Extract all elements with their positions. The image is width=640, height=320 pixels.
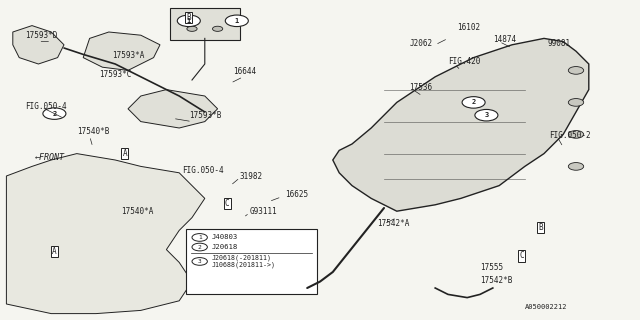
Text: FIG.420: FIG.420 [448,57,481,66]
Circle shape [177,15,200,27]
Circle shape [462,97,485,108]
PathPatch shape [13,26,64,64]
Text: 1: 1 [198,235,202,240]
Text: 17536: 17536 [410,83,433,92]
Text: C: C [225,199,230,208]
FancyBboxPatch shape [170,8,240,40]
Text: 17593*D: 17593*D [26,31,58,40]
Text: 17593*B: 17593*B [189,111,221,120]
Text: 17542*B: 17542*B [480,276,513,285]
FancyBboxPatch shape [186,229,317,294]
Circle shape [225,15,248,27]
Text: 1: 1 [235,18,239,24]
Text: A050002212: A050002212 [525,304,567,310]
Circle shape [475,109,498,121]
PathPatch shape [83,32,160,70]
Text: 16644: 16644 [234,67,257,76]
Text: 17542*A: 17542*A [378,219,410,228]
Text: 17555: 17555 [480,263,503,272]
Text: J10688(201811->): J10688(201811->) [211,261,275,268]
Text: FIG.050-4: FIG.050-4 [26,102,67,111]
Text: ←FRONT: ←FRONT [35,153,65,162]
Text: J2062: J2062 [410,39,433,48]
Text: B: B [538,223,543,232]
Circle shape [568,67,584,74]
Text: J40803: J40803 [211,235,237,240]
Text: 14874: 14874 [493,35,516,44]
Text: 17540*B: 17540*B [77,127,109,136]
Circle shape [43,108,66,119]
Text: 99081: 99081 [547,39,570,48]
Text: 16625: 16625 [285,190,308,199]
Text: FIG.050-4: FIG.050-4 [182,166,224,175]
Circle shape [568,131,584,138]
Text: 16102: 16102 [458,23,481,32]
PathPatch shape [333,38,589,211]
Circle shape [187,26,197,31]
Text: J20618(-201811): J20618(-201811) [211,255,271,261]
Text: 2: 2 [472,100,476,105]
Text: A: A [122,149,127,158]
Circle shape [568,99,584,106]
Text: G93111: G93111 [250,207,277,216]
Text: 2: 2 [198,244,202,250]
Text: 17540*A: 17540*A [122,207,154,216]
Circle shape [192,243,207,251]
Text: 2: 2 [52,111,56,116]
Circle shape [568,163,584,170]
Text: 3: 3 [198,259,202,264]
Text: B: B [186,13,191,22]
Text: FIG.050-2: FIG.050-2 [549,131,591,140]
Text: 17593*C: 17593*C [99,70,132,79]
Circle shape [212,26,223,31]
Text: 1: 1 [187,18,191,24]
Text: 31982: 31982 [240,172,263,181]
PathPatch shape [128,90,218,128]
Text: 3: 3 [484,112,488,118]
Text: J20618: J20618 [211,244,237,250]
Text: A: A [52,247,57,256]
Circle shape [192,234,207,241]
PathPatch shape [6,154,205,314]
Text: C: C [519,252,524,260]
Text: 17593*A: 17593*A [112,51,145,60]
Circle shape [192,258,207,265]
